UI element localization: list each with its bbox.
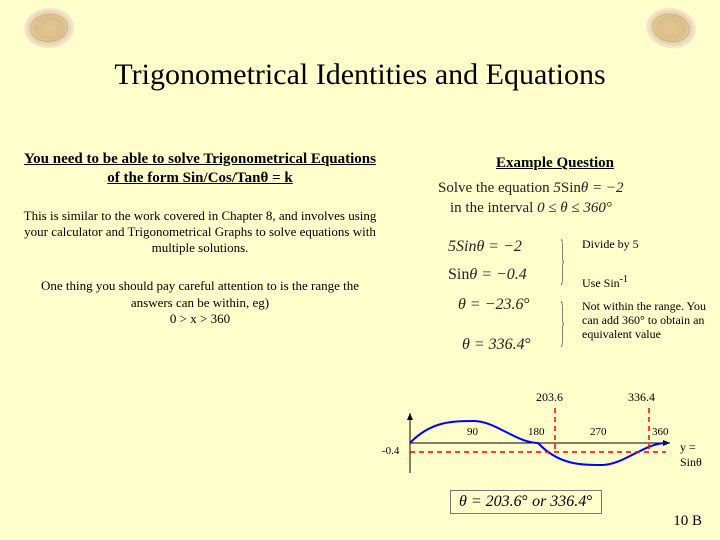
brace-2: } <box>560 295 565 356</box>
example-head: Example Question <box>430 155 680 172</box>
tick-360: 360 <box>652 426 669 438</box>
step-3: θ = −23.6° <box>458 296 530 314</box>
fingerprint-left <box>22 6 75 50</box>
brace-1: } <box>560 233 565 294</box>
fingerprint-right <box>643 4 699 51</box>
tick-y: -0.4 <box>382 445 399 457</box>
sol2-label: 336.4 <box>628 390 655 405</box>
para-2-text: One thing you should pay careful attenti… <box>41 278 359 309</box>
page-title: Trigonometrical Identities and Equations <box>0 58 720 92</box>
ann2-b: -1 <box>620 274 628 285</box>
axis-label: y = Sinθ <box>680 440 720 470</box>
step-4: θ = 336.4° <box>462 336 531 354</box>
annotation-2: Use Sin-1 <box>582 274 720 291</box>
slide-number: 10 B <box>673 513 702 530</box>
tick-180: 180 <box>528 426 545 438</box>
problem: Solve the equation 5Sinθ = −2 <box>438 180 624 197</box>
answer-box: θ = 203.6° or 336.4° <box>450 490 602 514</box>
sine-graph: 90 180 270 360 -0.4 <box>390 408 680 478</box>
step-2: Sinθ = −0.4 <box>448 266 527 284</box>
tick-270: 270 <box>590 426 607 438</box>
para-2: One thing you should pay careful attenti… <box>20 278 380 327</box>
annotation-1: Divide by 5 <box>582 238 720 252</box>
step-1: 5Sinθ = −2 <box>448 238 522 256</box>
para-3-text: 0 > x > 360 <box>170 311 230 326</box>
subhead: You need to be able to solve Trigonometr… <box>20 150 380 188</box>
para-1: This is similar to the work covered in C… <box>20 208 380 257</box>
sol1-label: 203.6 <box>536 390 563 405</box>
interval: in the interval 0 ≤ θ ≤ 360° <box>450 200 612 217</box>
ann2-a: Use Sin <box>582 276 620 290</box>
tick-90: 90 <box>467 426 478 438</box>
left-column: You need to be able to solve Trigonometr… <box>20 150 380 349</box>
annotation-3: Not within the range. You can add 360° t… <box>582 300 720 341</box>
